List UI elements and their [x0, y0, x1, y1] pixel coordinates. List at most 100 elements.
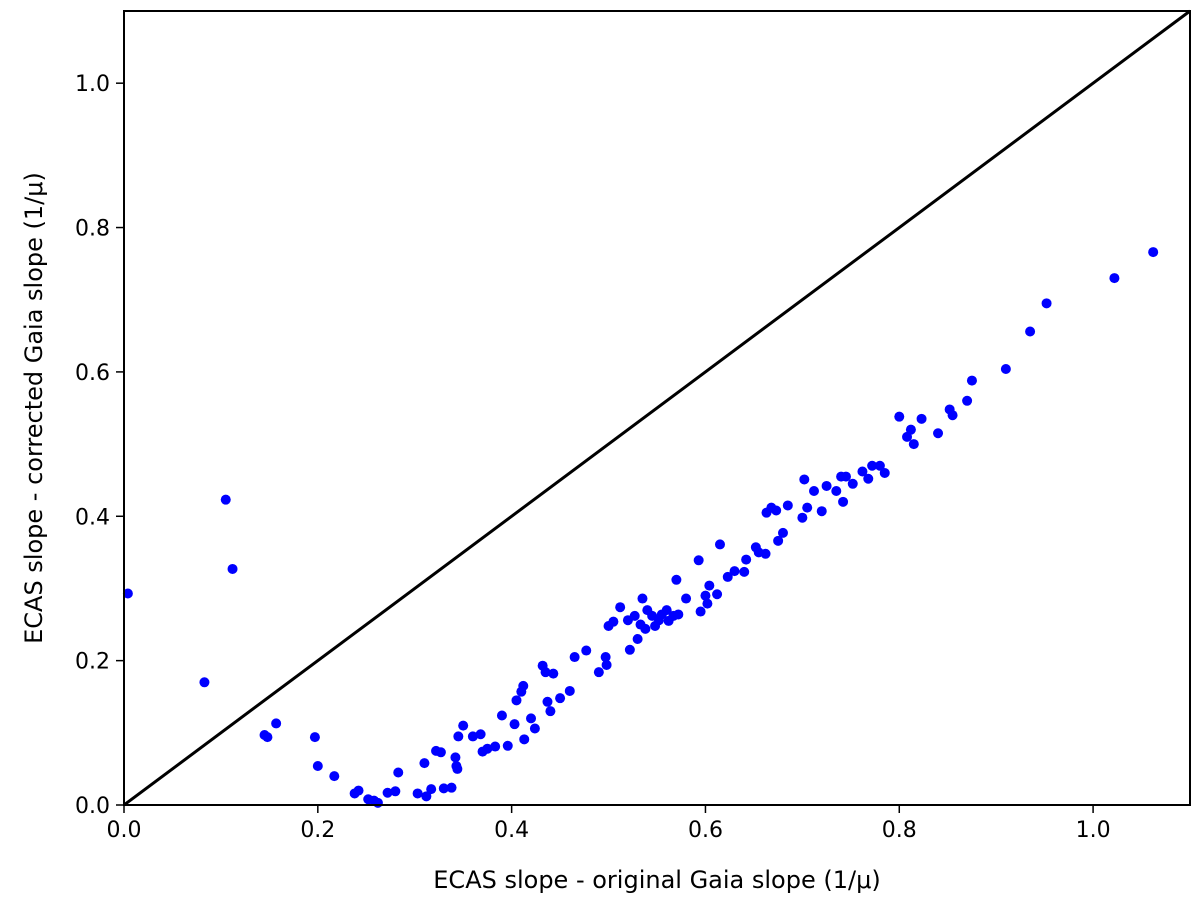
- data-point: [879, 467, 890, 478]
- data-point: [496, 710, 507, 721]
- data-point: [542, 696, 553, 707]
- data-point: [526, 713, 537, 724]
- data-point: [632, 633, 643, 644]
- data-point: [458, 720, 469, 731]
- data-point: [220, 494, 231, 505]
- x-tick-label: 0.0: [107, 818, 142, 843]
- data-point: [608, 616, 619, 627]
- data-point: [821, 480, 832, 491]
- data-point: [773, 535, 784, 546]
- data-point: [412, 788, 423, 799]
- y-tick-label: 0.8: [75, 217, 110, 242]
- data-point: [502, 740, 513, 751]
- x-tick-label: 1.0: [1076, 818, 1111, 843]
- data-point: [450, 752, 461, 763]
- data-point: [548, 668, 559, 679]
- data-point: [808, 486, 819, 497]
- data-point: [816, 506, 827, 517]
- data-point: [390, 786, 401, 797]
- data-point: [122, 588, 133, 599]
- data-point: [426, 784, 437, 795]
- data-point: [519, 734, 530, 745]
- data-point: [453, 731, 464, 742]
- data-point: [741, 554, 752, 565]
- data-point: [329, 771, 340, 782]
- y-axis-label: ECAS slope - corrected Gaia slope (1/μ): [20, 172, 48, 644]
- data-point: [467, 731, 478, 742]
- data-point: [695, 606, 706, 617]
- data-point: [509, 719, 520, 730]
- y-tick-label: 0.4: [75, 505, 110, 530]
- data-point: [831, 486, 842, 497]
- data-point: [702, 598, 713, 609]
- data-point: [199, 677, 210, 688]
- data-point: [908, 439, 919, 450]
- data-point: [797, 512, 808, 523]
- data-point: [393, 767, 404, 778]
- data-point: [673, 609, 684, 620]
- y-tick-label: 1.0: [75, 72, 110, 97]
- data-point: [714, 539, 725, 550]
- data-point: [569, 652, 580, 663]
- data-point: [475, 729, 486, 740]
- data-point: [905, 424, 916, 435]
- data-point: [782, 500, 793, 511]
- data-point: [545, 706, 556, 717]
- data-point: [838, 496, 849, 507]
- data-point: [271, 718, 282, 729]
- data-point: [624, 644, 635, 655]
- x-axis-ticks: 0.0 0.2 0.4 0.6 0.8 1.0: [107, 805, 1111, 843]
- reference-line-layer: [123, 9, 1191, 807]
- x-axis-label: ECAS slope - original Gaia slope (1/μ): [433, 866, 880, 894]
- data-point: [867, 460, 878, 471]
- x-tick-label: 0.4: [494, 818, 529, 843]
- data-point: [482, 743, 493, 754]
- data-point: [847, 478, 858, 489]
- data-point: [840, 471, 851, 482]
- data-point: [518, 680, 529, 691]
- data-point: [671, 574, 682, 585]
- data-point: [916, 413, 927, 424]
- data-point: [540, 667, 551, 678]
- data-point: [704, 580, 715, 591]
- data-point: [309, 732, 320, 743]
- data-point: [712, 589, 723, 600]
- data-point: [421, 791, 432, 802]
- data-point: [564, 685, 575, 696]
- data-point: [353, 785, 364, 796]
- y-tick-label: 0.6: [75, 361, 110, 386]
- data-point: [262, 732, 273, 743]
- data-point: [661, 605, 672, 616]
- data-point: [1148, 247, 1159, 258]
- data-point: [777, 527, 788, 538]
- data-point: [894, 411, 905, 422]
- x-tick-label: 0.2: [300, 818, 335, 843]
- data-point: [962, 395, 973, 406]
- data-point: [372, 797, 383, 808]
- data-point: [312, 761, 323, 772]
- data-point: [581, 645, 592, 656]
- data-point: [419, 758, 430, 769]
- data-point: [435, 747, 446, 758]
- x-tick-label: 0.8: [882, 818, 917, 843]
- y-tick-label: 0.2: [75, 650, 110, 675]
- data-point: [1041, 298, 1052, 309]
- data-point: [1025, 326, 1036, 337]
- data-point: [438, 783, 449, 794]
- data-point: [490, 741, 501, 752]
- data-point: [729, 566, 740, 577]
- data-point: [600, 652, 611, 663]
- data-point: [446, 782, 457, 793]
- data-point: [629, 610, 640, 621]
- data-point: [593, 667, 604, 678]
- data-point: [802, 502, 813, 513]
- data-point: [227, 563, 238, 574]
- data-point: [739, 566, 750, 577]
- x-tick-label: 0.6: [688, 818, 723, 843]
- data-points: [122, 247, 1159, 808]
- data-point: [640, 623, 651, 634]
- data-point: [615, 602, 626, 613]
- data-point: [799, 474, 810, 485]
- data-point: [760, 548, 771, 559]
